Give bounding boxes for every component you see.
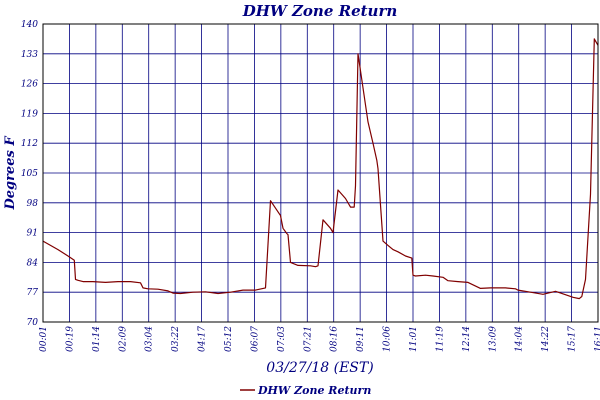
x-tick-label: 07:03	[277, 326, 287, 352]
series-line	[42, 38, 599, 300]
x-tick-label: 05:12	[224, 326, 234, 352]
y-tick-label: 112	[21, 139, 38, 149]
x-tick-label: 12:14	[462, 326, 472, 352]
y-tick-label: 98	[27, 199, 39, 209]
x-tick-label: 00:01	[39, 326, 49, 352]
legend-label: DHW Zone Return	[257, 384, 371, 397]
y-tick-label: 70	[27, 318, 39, 328]
x-tick-label: 10:06	[383, 326, 393, 352]
plot-area-border	[42, 23, 599, 323]
x-tick-label: 08:16	[330, 326, 340, 352]
series-group	[42, 38, 599, 300]
grid-lines	[42, 23, 599, 323]
x-tick-label: 01:14	[92, 326, 102, 352]
x-tick-label: 11:01	[409, 326, 419, 352]
y-tick-label: 105	[21, 169, 38, 179]
x-tick-label: 02:09	[118, 326, 128, 352]
x-tick-label: 03:22	[171, 326, 181, 352]
x-tick-label: 11:19	[435, 326, 445, 352]
y-axis-label: Degrees F	[3, 136, 18, 211]
x-tick-label: 14:04	[515, 326, 525, 352]
x-tick-label: 14:22	[541, 326, 551, 352]
x-axis-ticks: 00:01 00:19 01:14 02:09 03:04 03:22 04:17 05:12…	[39, 326, 600, 352]
x-tick-label: 13:09	[488, 326, 498, 352]
x-tick-label: 15:17	[568, 326, 578, 352]
y-tick-label: 133	[21, 50, 38, 60]
x-axis-label: 03/27/18 (EST)	[266, 360, 373, 376]
y-tick-label: 140	[21, 20, 38, 30]
x-tick-label: 04:17	[198, 326, 208, 352]
y-tick-label: 91	[27, 229, 38, 239]
chart-title: DHW Zone Return	[242, 2, 398, 20]
legend: DHW Zone Return	[240, 384, 371, 397]
x-tick-label: 06:07	[250, 326, 260, 352]
y-tick-label: 84	[27, 258, 39, 268]
x-tick-label: 03:04	[145, 326, 155, 352]
y-tick-label: 119	[21, 109, 38, 119]
y-tick-label: 77	[27, 288, 39, 298]
x-tick-label: 09:11	[356, 326, 366, 352]
x-tick-label: 07:21	[303, 326, 313, 352]
y-axis-ticks: 70 77 84 91 98 105 112 119 126 133 140	[21, 20, 38, 328]
x-tick-label: 16:11	[594, 326, 600, 352]
x-tick-label: 00:19	[65, 326, 75, 352]
y-tick-label: 126	[21, 80, 38, 90]
